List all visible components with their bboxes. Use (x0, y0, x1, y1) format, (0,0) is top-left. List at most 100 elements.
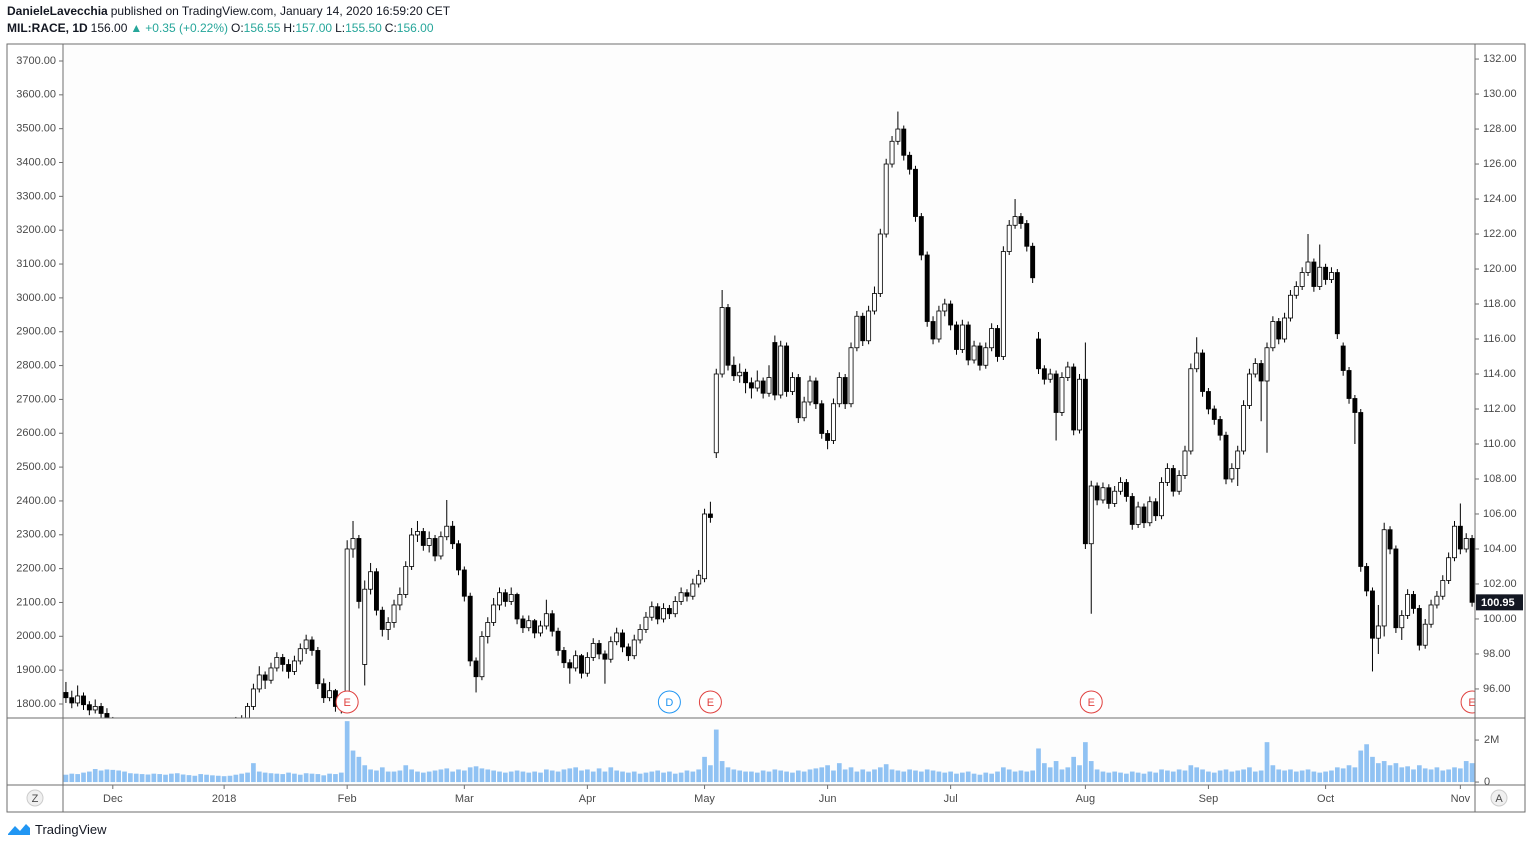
auto-button[interactable] (1490, 789, 1508, 807)
y-tick-label: 128.00 (1483, 123, 1517, 135)
x-tick-label: Apr (579, 793, 596, 805)
volume-bar (327, 773, 332, 783)
volume-bar (315, 774, 321, 783)
volume-bar (210, 775, 215, 783)
volume-bar (860, 769, 866, 783)
volume-bar (1217, 770, 1223, 783)
candle-body (760, 380, 766, 394)
volume-bar (977, 774, 983, 783)
candle-body (532, 620, 538, 634)
candle-body (1469, 538, 1475, 603)
volume-bar (233, 774, 239, 783)
volume-bar (133, 773, 139, 783)
volume-bar (760, 770, 766, 783)
volume-bar (268, 773, 274, 783)
volume-bar (344, 721, 350, 783)
candle-body (795, 377, 801, 419)
ohlc-value: 155.50 (345, 21, 382, 35)
volume-bar (75, 774, 80, 783)
x-tick-label: Jul (944, 793, 958, 805)
x-tick-label: Sep (1199, 793, 1219, 805)
event-label: D (665, 697, 673, 709)
volume-bar (403, 765, 409, 783)
candle-body (286, 664, 292, 672)
change: +0.35 (+0.22%) (145, 21, 228, 35)
volume-bar (169, 773, 174, 783)
x-tick-label: Aug (1076, 793, 1096, 805)
candle-body (245, 706, 251, 718)
volume-bar (227, 775, 233, 783)
candle-body (754, 380, 760, 389)
volume-bar (877, 767, 883, 783)
volume-bar (467, 767, 473, 783)
volume-bar (1176, 769, 1182, 783)
ohlc-key: L: (335, 21, 346, 35)
candle-body (930, 321, 936, 340)
auto-label[interactable]: A (1495, 793, 1503, 805)
volume-bar (995, 771, 1000, 783)
volume-bar (1329, 770, 1334, 783)
candle-body (1264, 347, 1270, 382)
candle-body (625, 646, 631, 657)
volume-bar (292, 773, 297, 783)
y2-tick-label: 3000.00 (16, 292, 56, 304)
candle-body (420, 531, 426, 546)
candle-body (965, 324, 971, 361)
candle-body (1159, 482, 1164, 517)
volume-bar (942, 772, 948, 783)
candle-body (538, 625, 543, 634)
volume-bar (866, 771, 871, 783)
volume-bar (526, 772, 532, 783)
zoom-button[interactable] (26, 789, 44, 807)
candle-body (860, 315, 866, 342)
volume-bar (672, 773, 678, 783)
candle-body (1282, 317, 1288, 340)
candle-body (1053, 373, 1059, 413)
volume-bar (690, 771, 696, 783)
candle-body (1153, 501, 1159, 517)
publish-line: DanieleLavecchia published on TradingView… (7, 3, 453, 20)
zoom-label[interactable]: Z (32, 793, 39, 805)
volume-bar (1340, 768, 1346, 783)
volume-bar (1194, 767, 1200, 783)
candle-body (256, 674, 262, 690)
volume-bar (1012, 771, 1018, 783)
candle-body (1018, 216, 1024, 224)
event-marker (698, 690, 722, 714)
volume-pane (63, 721, 1475, 783)
candle-body (918, 216, 924, 256)
candle-body (854, 315, 860, 349)
volume-bar (784, 771, 789, 783)
volume-bar (719, 761, 725, 783)
volume-bar (1469, 763, 1475, 783)
candle-body (385, 622, 391, 630)
candle-body (666, 608, 672, 615)
candle-body (262, 674, 268, 681)
candle-body (737, 371, 743, 377)
candle-body (872, 293, 877, 312)
candle-body (1194, 352, 1200, 370)
volume-bar (1071, 756, 1077, 783)
candle-body (672, 601, 678, 615)
candle-body (1352, 398, 1358, 413)
volume-bar (1416, 765, 1422, 783)
volume-bar (1036, 748, 1041, 783)
candle-body (725, 307, 731, 366)
x-tick-label: Dec (103, 793, 123, 805)
volume-bar (1393, 763, 1399, 783)
volume-bar (87, 771, 92, 783)
volume-bar (1452, 767, 1457, 783)
volume-bar (1293, 771, 1299, 783)
y2-tick-label: 2200.00 (16, 563, 56, 575)
y-tick-label: 132.00 (1483, 53, 1517, 65)
event-marker (1460, 690, 1475, 714)
candle-body (1416, 608, 1422, 646)
candle-body (1329, 272, 1334, 280)
volume-bar (1381, 761, 1387, 783)
candle-body (1077, 378, 1082, 431)
volume-bar (731, 769, 737, 783)
volume-bar (409, 769, 414, 783)
y2-tick-label: 2300.00 (16, 529, 56, 541)
candle-body (1047, 373, 1053, 380)
candle-body (1411, 594, 1416, 609)
